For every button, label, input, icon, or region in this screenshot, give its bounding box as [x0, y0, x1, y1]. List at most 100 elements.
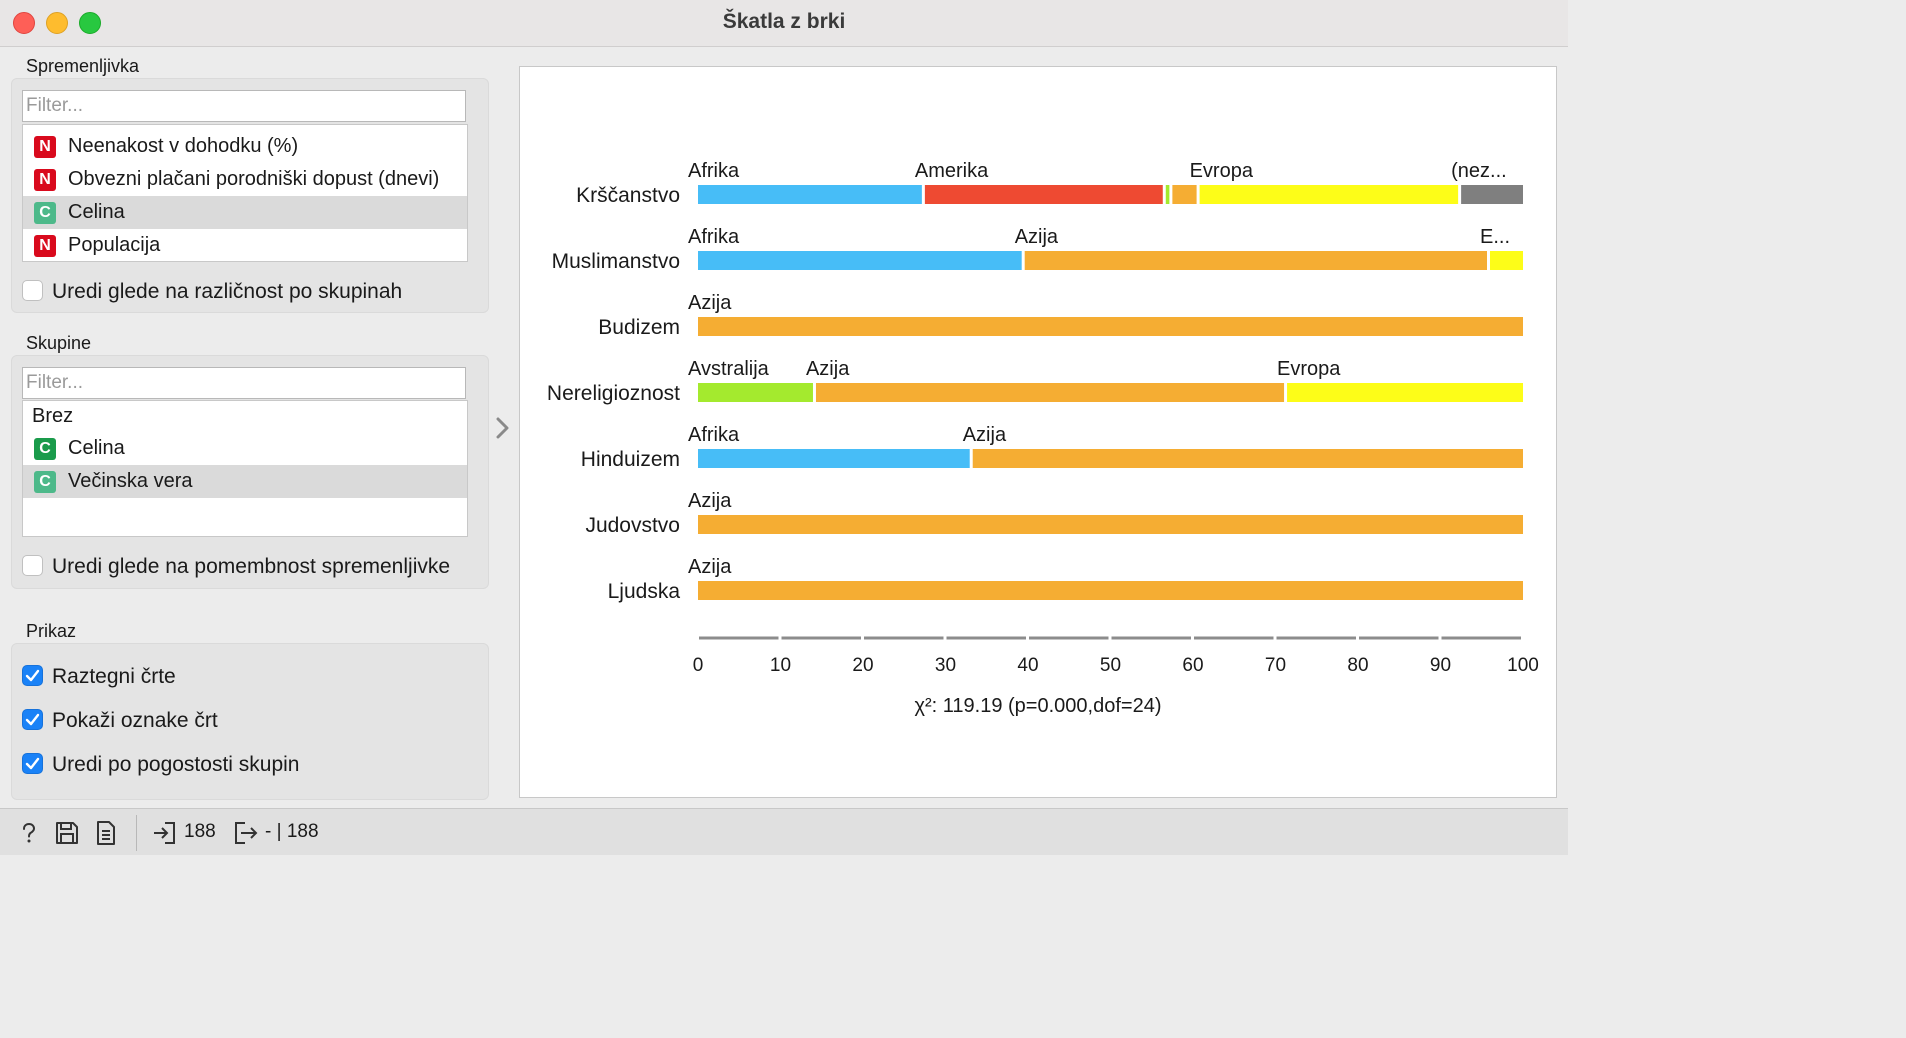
statusbar-divider: [136, 815, 137, 851]
bar-segment-label: (nez...: [1451, 160, 1507, 182]
x-tick-label: 10: [770, 655, 791, 676]
checkmark-icon: [22, 665, 43, 686]
categorical-variable-icon: C: [34, 471, 56, 493]
bar-segment: [698, 515, 1523, 534]
group-item-label: Večinska vera: [68, 470, 193, 492]
bar-segment-label: Avstralija: [688, 358, 770, 380]
x-tick-label: 70: [1265, 655, 1286, 676]
bar-segment: [698, 185, 922, 204]
group-item-label: Celina: [68, 437, 125, 459]
bar-segment-label: Azija: [963, 424, 1007, 446]
checkbox-label: Uredi glede na različnost po skupinah: [52, 280, 403, 303]
bar-segment-label: Evropa: [1190, 160, 1254, 182]
order-by-importance-checkbox[interactable]: Uredi glede na pomembnost spremenljivke: [22, 553, 450, 581]
input-count: 188: [184, 821, 216, 842]
category-label: Budizem: [598, 316, 680, 339]
x-tick-label: 80: [1347, 655, 1368, 676]
bar-segment: [1165, 185, 1170, 204]
variable-item-label: Neenakost v dohodku (%): [68, 135, 299, 157]
bar-segment: [815, 383, 1285, 402]
category-label: Krščanstvo: [576, 184, 680, 207]
bar-segment: [1172, 185, 1197, 204]
variable-item-label: Populacija: [68, 234, 161, 256]
bar-segment: [698, 383, 813, 402]
group-item-label: Brez: [32, 405, 74, 427]
bar-segment-label: Evropa: [1277, 358, 1341, 380]
display-section-label: Prikaz: [26, 621, 77, 641]
bar-segment: [698, 581, 1523, 600]
x-tick-label: 50: [1100, 655, 1121, 676]
x-tick-label: 100: [1507, 655, 1539, 676]
category-label: Ljudska: [608, 580, 681, 603]
collapse-panel-chevron-icon[interactable]: [494, 415, 512, 441]
order-by-variance-checkbox[interactable]: Uredi glede na različnost po skupinah: [22, 278, 402, 306]
checkbox-label: Raztegni črte: [52, 665, 176, 688]
x-tick-label: 40: [1017, 655, 1038, 676]
display-section-box: [11, 643, 489, 800]
show-bar-labels-checkbox[interactable]: Pokaži oznake črt: [22, 707, 218, 735]
groups-filter-input[interactable]: Filter...: [22, 367, 466, 399]
bar-segment-label: Azija: [688, 292, 732, 314]
variable-item-celina[interactable]: C Celina: [23, 196, 467, 229]
variable-item-porodniski-dopust[interactable]: N Obvezni plačani porodniški dopust (dne…: [23, 163, 467, 196]
bar-segment-label: E...: [1480, 226, 1510, 248]
x-tick-label: 0: [693, 655, 704, 676]
stacked-bar-chart: Krščanstvo Afrika Amerika Evropa (nez... Musl…: [547, 160, 1539, 717]
window-title: Škatla z brki: [722, 10, 846, 33]
variable-filter-input[interactable]: Filter...: [22, 90, 466, 122]
variable-item-neenakost[interactable]: N Neenakost v dohodku (%): [23, 130, 467, 163]
bar-segment-label: Azija: [688, 490, 732, 512]
title-bar: Škatla z brki: [0, 0, 1568, 47]
bar-segment: [1287, 383, 1523, 402]
checkbox-label: Uredi po pogostosti skupin: [52, 753, 300, 776]
category-label: Muslimanstvo: [552, 250, 680, 273]
category-label: Hinduizem: [581, 448, 680, 471]
groups-list[interactable]: Brez C Celina C Večinska vera: [22, 400, 468, 537]
bar-segment-label: Azija: [806, 358, 850, 380]
bar-segment: [1199, 185, 1459, 204]
bar-segment: [698, 449, 970, 468]
group-item-vecinska-vera[interactable]: C Večinska vera: [23, 465, 467, 498]
x-tick-label: 90: [1430, 655, 1451, 676]
variable-item-label: Celina: [68, 201, 125, 223]
bar-segment-label: Azija: [1015, 226, 1059, 248]
checkmark-icon: [22, 709, 43, 730]
sort-by-group-frequency-checkbox[interactable]: Uredi po pogostosti skupin: [22, 751, 299, 779]
input-data-icon: [154, 822, 175, 844]
categorical-variable-icon: C: [34, 438, 56, 460]
bar-segment: [1461, 185, 1523, 204]
output-data-icon: [235, 822, 258, 844]
bar-segment: [1490, 251, 1523, 270]
report-icon[interactable]: [93, 820, 119, 846]
group-item-brez[interactable]: Brez: [23, 401, 467, 432]
bar-segment-label: Afrika: [688, 424, 740, 446]
close-window-button[interactable]: [13, 12, 35, 34]
variable-section-label: Spremenljivka: [26, 56, 140, 76]
numeric-variable-icon: N: [34, 235, 56, 257]
output-count: - | 188: [265, 821, 319, 842]
variable-item-label: Obvezni plačani porodniški dopust (dnevi…: [68, 168, 440, 190]
save-icon[interactable]: [54, 820, 80, 846]
variable-list[interactable]: N Neenakost v dohodku (%) N Obvezni plač…: [22, 124, 468, 262]
bar-segment: [698, 317, 1523, 336]
x-tick-label: 60: [1182, 655, 1203, 676]
categorical-variable-icon: C: [34, 202, 56, 224]
checkbox-label: Pokaži oznake črt: [52, 709, 218, 732]
help-icon[interactable]: [16, 820, 42, 846]
x-tick-label: 30: [935, 655, 956, 676]
zoom-window-button[interactable]: [79, 12, 101, 34]
chart-plot-area: Krščanstvo Afrika Amerika Evropa (nez... Musl…: [519, 66, 1557, 798]
bar-segment: [972, 449, 1523, 468]
stretch-bars-checkbox[interactable]: Raztegni črte: [22, 663, 176, 691]
bar-segment-label: Amerika: [915, 160, 989, 182]
bar-segment: [924, 185, 1163, 204]
category-label: Nereligioznost: [547, 382, 680, 405]
variable-item-populacija[interactable]: N Populacija: [23, 229, 467, 262]
app-window: Škatla z brki Spremenljivka Filter... N …: [0, 0, 1568, 855]
groups-section-label: Skupine: [26, 333, 92, 353]
checkbox-unchecked-icon: [22, 555, 43, 576]
group-item-celina[interactable]: C Celina: [23, 432, 467, 465]
bar-segment-label: Azija: [688, 556, 732, 578]
minimize-window-button[interactable]: [46, 12, 68, 34]
bar-segment: [1024, 251, 1487, 270]
